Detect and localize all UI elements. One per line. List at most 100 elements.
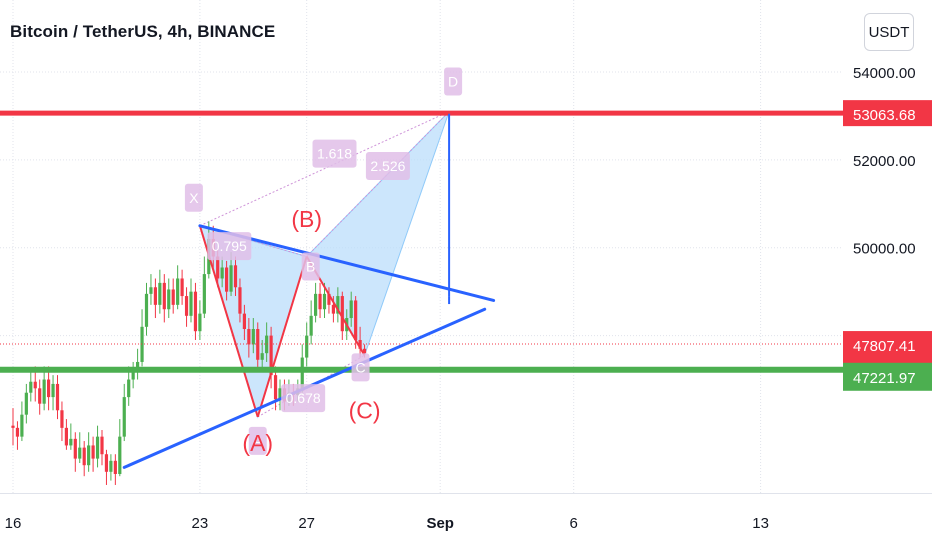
trendlines[interactable] [122,113,496,469]
candle [318,282,322,319]
candle [238,278,242,323]
candle [242,304,246,340]
candle [162,274,166,323]
point-label-a-text: A [253,433,263,449]
price-tick-label: 50000.00 [853,241,916,258]
candle-body [251,329,255,345]
candle-body [184,296,189,316]
candle-body [136,361,140,371]
candle [198,300,202,340]
annotation-a: (A) [242,430,273,456]
candle [220,256,224,288]
candle-body [256,329,260,360]
price-axis-bg [843,0,932,493]
candle [149,274,153,305]
pattern-leg-AB [256,256,308,418]
point-label-x-bg [184,183,203,212]
candle [265,322,269,362]
candle [225,260,229,301]
candle-body [198,313,202,332]
point-label-b-text: B [306,259,315,275]
candle-body [309,315,313,336]
point-label-x-text: X [189,190,199,206]
candle [140,309,144,367]
price-axis[interactable]: 54000.0052000.0050000.0048000.0053063.68… [843,0,932,493]
candle [314,282,318,323]
ratio-label-2: 1.618 [312,139,357,168]
candle [109,454,113,481]
candle [336,287,340,323]
candle [184,287,189,327]
candle-body [318,293,322,310]
resistance-price-badge-bg [843,100,932,127]
candle [60,401,64,442]
time-tick-label: 13 [752,515,769,532]
candle-body [140,326,144,362]
candle-body [109,460,113,472]
candle-body [29,381,33,393]
candle [247,318,251,358]
ratio-label-4: 2.526 [365,152,410,181]
candle-body [305,335,309,358]
annotation-c: (C) [349,397,381,423]
candle-body [265,335,269,354]
candle-body [24,392,28,415]
candle-body [38,388,42,404]
candle [176,265,180,310]
candle [269,326,273,389]
support-price-badge[interactable]: 47221.97 [843,362,932,391]
ratio-label-4-bg [365,152,410,181]
ratio-line-XD [199,111,450,227]
time-tick-label: 16 [5,515,22,532]
time-axis[interactable]: 16 23 27 Sep 6 13 [0,493,932,550]
candle-body [144,293,149,327]
time-axis-bg [0,493,932,550]
point-label-c-bg [351,353,370,382]
candle-body [176,278,180,305]
candle [256,322,260,371]
candle-body [69,438,73,446]
candle [118,419,122,477]
candle-body [180,278,184,297]
candle [193,282,198,340]
resistance-price-badge[interactable]: 53063.68 [843,100,932,127]
candle-body [15,427,20,437]
candle [51,375,55,411]
candle-body [33,381,37,389]
time-tick-label: 23 [192,515,209,532]
candle [38,379,42,415]
candle [95,425,100,468]
ratio-label-1-bg [207,232,252,261]
candle-body [322,293,327,310]
candle [47,366,51,411]
candle-body [113,460,117,474]
candle [251,318,255,354]
currency-button[interactable]: USDT [864,13,914,51]
price-tick-label: 52000.00 [853,153,916,170]
candle [349,291,353,327]
candle-body [216,256,220,279]
candle-body [193,291,198,332]
candle-body [273,375,278,400]
horizontal-levels[interactable] [0,110,843,373]
candle-body [87,445,91,466]
candle [167,278,171,319]
candle [180,269,184,305]
candle [29,370,33,402]
candle-body [260,353,264,360]
candle [55,375,60,420]
support-price-badge-bg [843,362,932,391]
point-label-d: D [444,67,463,96]
point-label-a-bg [248,426,267,455]
candle [273,366,278,411]
candle [104,449,109,485]
candle [309,300,313,345]
candle-body [51,383,55,398]
candle-body [233,265,238,288]
point-label-d-text: D [448,74,458,90]
candle [158,269,162,314]
candle-body [202,274,206,314]
point-label-b: B [301,252,320,281]
pattern-labels: X A B C D 0.795 1.618 0.678 2.526 (A) (B) (C) [184,67,463,456]
